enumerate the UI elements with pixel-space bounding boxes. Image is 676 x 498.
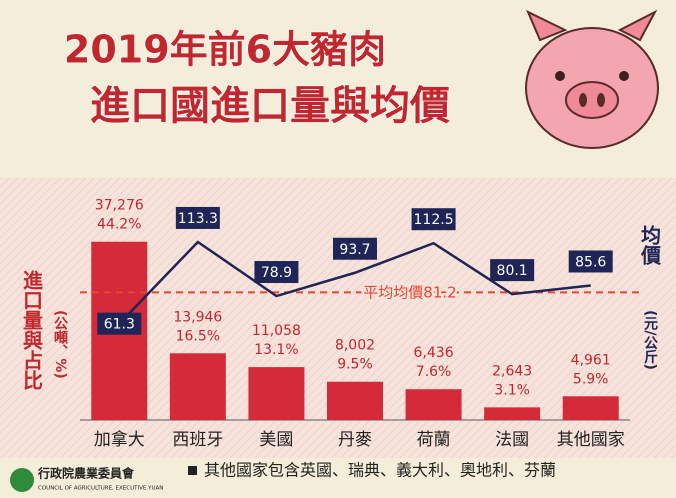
- y-axis-label: 進口量與占比: [20, 270, 44, 391]
- price-label-box: [411, 208, 456, 231]
- bar-percent-label: 5.9%: [573, 371, 609, 387]
- price-label: 85.6: [575, 254, 606, 270]
- x-tick-label: 加拿大: [94, 429, 145, 450]
- price-label: 78.9: [261, 265, 292, 281]
- bar-value-label: 2,643: [492, 363, 532, 379]
- bar: [484, 407, 541, 420]
- price-line: [118, 240, 591, 325]
- y2-axis-label: 均價: [638, 224, 662, 266]
- bar-value-label: 4,961: [571, 352, 611, 368]
- bar-percent-label: 7.6%: [416, 364, 452, 380]
- bar: [562, 396, 619, 420]
- note: 其他國家包含英國、瑞典、義大利、奧地利、芬蘭: [204, 461, 556, 480]
- x-tick-label: 西班牙: [172, 430, 223, 450]
- price-label: 113.3: [178, 211, 218, 227]
- bar-percent-label: 13.1%: [254, 342, 298, 358]
- x-tick-label: 美國: [259, 430, 293, 450]
- bar-percent-label: 16.5%: [176, 328, 220, 344]
- price-label-box: [175, 206, 220, 229]
- price-label: 93.7: [339, 242, 370, 258]
- price-label: 112.5: [414, 212, 454, 228]
- bar-percent-label: 44.2%: [97, 217, 141, 233]
- reference-label: 平均均價81.2: [363, 283, 456, 301]
- bar-percent-label: 9.5%: [337, 357, 373, 373]
- bar-value-label: 37,276: [95, 198, 144, 214]
- bar: [327, 381, 383, 420]
- title-line: 2019年前6大豬肉: [64, 28, 386, 72]
- x-tick-label: 荷蘭: [417, 430, 451, 450]
- reference-label-text: 平均均價: [363, 283, 423, 301]
- bar-value-label: 13,946: [173, 309, 222, 325]
- bar: [405, 389, 462, 420]
- bar-value-label: 11,058: [252, 323, 301, 339]
- bar-value-label: 6,436: [414, 345, 454, 361]
- price-label-box: [490, 259, 535, 282]
- y2-axis-unit: (元/公斤): [642, 310, 658, 370]
- price-label-box: [97, 312, 142, 335]
- x-tick-label: 其他國家: [557, 430, 625, 450]
- bar: [169, 353, 226, 420]
- reference-label-value: 81.2: [423, 283, 456, 301]
- logo-name: 行政院農業委員會: [37, 466, 135, 481]
- price-label-box: [254, 261, 299, 284]
- bar-value-label: 8,002: [335, 338, 375, 354]
- logo-icon: [10, 468, 34, 492]
- price-label-box: [568, 250, 613, 273]
- price-label: 61.3: [104, 317, 135, 333]
- price-label-box: [333, 237, 377, 260]
- x-tick-label: 法國: [495, 430, 529, 450]
- price-label: 80.1: [497, 263, 528, 279]
- title-line: 進口國進口量與均價: [90, 83, 450, 129]
- note-bullet: [188, 466, 197, 475]
- pig-icon: [525, 9, 659, 149]
- x-tick-label: 丹麥: [338, 430, 372, 450]
- y-axis-unit: (公噸、%): [52, 310, 68, 379]
- bar-percent-label: 3.1%: [494, 382, 530, 398]
- bar: [248, 367, 305, 420]
- logo-english: COUNCIL OF AGRICULTURE, EXECUTIVE YUAN: [38, 486, 163, 492]
